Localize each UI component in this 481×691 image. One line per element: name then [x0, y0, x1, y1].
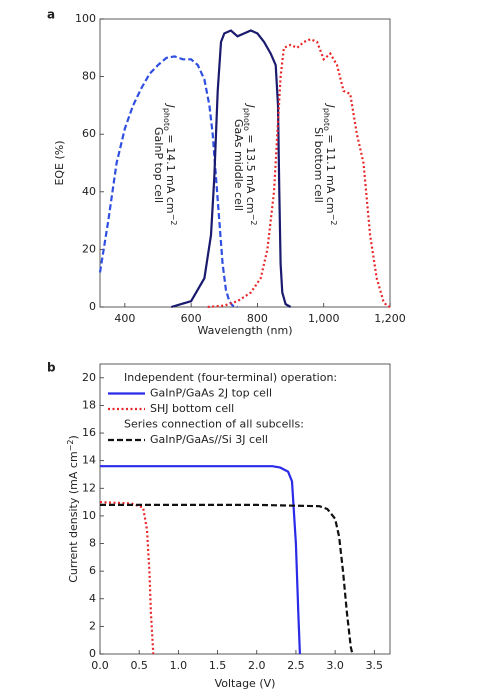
y-tick-label: 0	[89, 300, 96, 313]
series-line	[170, 29, 292, 309]
y-tick-label: 0	[89, 647, 96, 660]
annotation-subscript: photo	[323, 108, 332, 131]
annotation-value: Jphoto = 11.1 mA cm−2	[323, 103, 339, 226]
annotation-superscript: −2	[170, 214, 179, 226]
y-tick-label: 100	[75, 12, 96, 25]
x-tick-label: 1,000	[308, 312, 340, 325]
x-tick-label: 600	[181, 312, 202, 325]
legend-label: GaInP/GaAs//Si 3J cell	[150, 433, 268, 446]
y-tick-label: 60	[82, 127, 96, 140]
y-tick-label: 2	[89, 619, 96, 632]
y-tick-label: 16	[82, 426, 96, 439]
x-tick-label: 1,200	[374, 312, 406, 325]
series-line	[100, 503, 354, 655]
y-tick-label: 4	[89, 592, 96, 605]
x-tick-label: 0.0	[91, 659, 109, 672]
series-line	[100, 465, 301, 655]
y-tick-label: 20	[82, 371, 96, 384]
y-tick-label: 80	[82, 70, 96, 83]
annotation-value: Jphoto = 14.1 mA cm−2	[163, 103, 179, 226]
panel-label: b	[47, 361, 56, 375]
y-tick-label: 6	[89, 564, 96, 577]
series-line	[207, 38, 391, 309]
annotation-value: Jphoto = 13.5 mA cm−2	[243, 103, 259, 226]
plot-frame	[99, 18, 391, 308]
x-axis-label: Wavelength (nm)	[197, 324, 292, 337]
y-tick-label: 20	[82, 242, 96, 255]
x-tick-label: 0.5	[130, 659, 148, 672]
x-tick-label: 800	[247, 312, 268, 325]
panel-label: a	[47, 8, 55, 22]
y-tick-label: 10	[82, 509, 96, 522]
x-tick-label: 1.5	[209, 659, 227, 672]
annotation-text: = 14.1 mA cm	[164, 131, 177, 214]
x-tick-label: 2.0	[248, 659, 266, 672]
annotation-label: Si bottom cell	[312, 127, 325, 203]
annotation-label: GaInP top cell	[152, 127, 165, 203]
x-tick-label: 3.0	[326, 659, 344, 672]
y-tick-label: 12	[82, 481, 96, 494]
x-tick-label: 400	[114, 312, 135, 325]
annotation-subscript: photo	[243, 108, 252, 131]
legend-label: GaInP/GaAs 2J top cell	[150, 387, 272, 400]
y-label-sup: −2	[66, 440, 75, 452]
annotation-text: = 11.1 mA cm	[324, 131, 337, 214]
y-tick-label: 8	[89, 537, 96, 550]
y-tick-label: 14	[82, 454, 96, 467]
annotation-subscript: photo	[163, 108, 172, 131]
plot-frame	[99, 363, 391, 655]
y-label-text: Current density (mA cm	[67, 451, 80, 582]
annotation-symbol: J	[244, 103, 257, 108]
x-axis-label: Voltage (V)	[215, 677, 276, 690]
x-tick-label: 1.0	[170, 659, 188, 672]
annotation-text: = 13.5 mA cm	[244, 131, 257, 214]
annotation-symbol: J	[324, 103, 337, 108]
series-line	[99, 501, 155, 655]
annotation-label: GaAs middle cell	[232, 119, 245, 211]
legend-label: SHJ bottom cell	[150, 402, 234, 415]
y-axis-label: Current density (mA cm−2)	[66, 435, 81, 583]
annotation-superscript: −2	[250, 214, 259, 226]
y-tick-label: 40	[82, 185, 96, 198]
y-tick-label: 18	[82, 398, 96, 411]
annotation-superscript: −2	[330, 214, 339, 226]
series-line	[98, 55, 238, 309]
legend-header: Independent (four-terminal) operation:	[124, 371, 337, 384]
y-label-suffix: )	[67, 435, 80, 439]
x-tick-label: 3.5	[366, 659, 384, 672]
legend-header: Series connection of all subcells:	[124, 418, 304, 431]
x-tick-label: 2.5	[287, 659, 305, 672]
annotation-symbol: J	[164, 103, 177, 108]
y-axis-label: EQE (%)	[53, 140, 66, 185]
